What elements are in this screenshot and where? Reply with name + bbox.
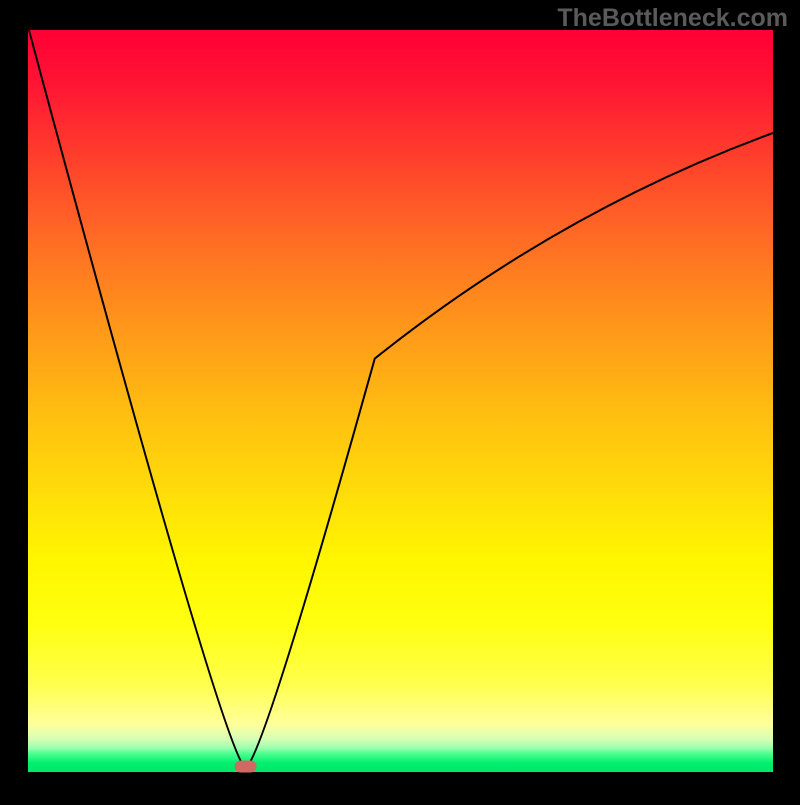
minimum-marker (235, 761, 257, 773)
watermark-label: TheBottleneck.com (557, 4, 788, 33)
chart-area (0, 0, 800, 805)
chart-svg (0, 0, 800, 800)
gradient-background (28, 30, 773, 772)
